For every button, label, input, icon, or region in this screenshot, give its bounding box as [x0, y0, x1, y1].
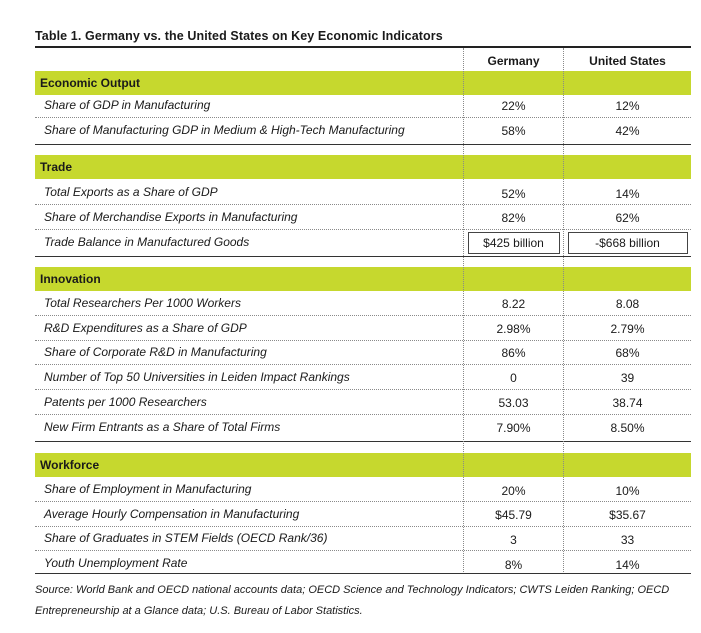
cell-germany: 82% — [501, 211, 526, 225]
cell-germany: 86% — [501, 346, 526, 360]
cell-germany: 20% — [501, 484, 526, 498]
cell-united-states: 12% — [615, 99, 640, 113]
row-divider — [35, 389, 691, 390]
column-separator — [563, 48, 564, 572]
source-note: Source: World Bank and OECD national acc… — [35, 584, 670, 617]
cell-germany: $45.79 — [495, 508, 532, 522]
cell-germany: 7.90% — [496, 421, 531, 435]
cell-germany: 2.98% — [496, 322, 531, 336]
cell-germany: 0 — [510, 371, 517, 385]
cell-united-states: 39 — [620, 371, 635, 385]
row-label: Number of Top 50 Universities in Leiden … — [44, 370, 350, 384]
row-label: R&D Expenditures as a Share of GDP — [44, 321, 247, 335]
row-divider — [35, 550, 691, 551]
column-header-united-states: United States — [589, 54, 666, 68]
cell-germany: 58% — [501, 124, 526, 138]
cell-united-states: 8.50% — [610, 421, 645, 435]
row-divider — [35, 364, 691, 365]
row-label: Average Hourly Compensation in Manufactu… — [44, 507, 300, 521]
table-title: Table 1. Germany vs. the United States o… — [35, 29, 443, 43]
cell-united-states: -$668 billion — [595, 236, 660, 250]
section-divider — [35, 441, 691, 442]
cell-united-states: $35.67 — [609, 508, 646, 522]
row-divider — [35, 414, 691, 415]
section-title: Economic Output — [40, 76, 140, 90]
row-label: Trade Balance in Manufactured Goods — [44, 235, 250, 249]
row-divider — [35, 229, 691, 230]
row-label: Share of GDP in Manufacturing — [44, 98, 211, 112]
row-label: Share of Employment in Manufacturing — [44, 482, 252, 496]
highlight-box — [568, 232, 688, 254]
cell-united-states: 68% — [615, 346, 640, 360]
row-label: Share of Corporate R&D in Manufacturing — [44, 345, 267, 359]
cell-germany: 22% — [501, 99, 526, 113]
cell-germany: 8% — [504, 558, 523, 572]
section-band-trade — [35, 155, 691, 179]
section-title: Workforce — [40, 458, 100, 472]
row-label: Patents per 1000 Researchers — [44, 395, 207, 409]
row-label: Total Researchers Per 1000 Workers — [44, 296, 241, 310]
row-divider — [35, 204, 691, 205]
cell-germany: 52% — [501, 187, 526, 201]
cell-germany: 3 — [510, 533, 517, 547]
row-divider — [35, 526, 691, 527]
cell-germany: 53.03 — [498, 396, 529, 410]
cell-united-states: 14% — [615, 187, 640, 201]
cell-germany: 8.22 — [501, 297, 526, 311]
section-title: Trade — [40, 160, 73, 174]
row-label: Share of Graduates in STEM Fields (OECD … — [44, 531, 328, 545]
section-title: Innovation — [40, 272, 101, 286]
cell-united-states: 14% — [615, 558, 640, 572]
cell-united-states: 62% — [615, 211, 640, 225]
cell-united-states: 42% — [615, 124, 640, 138]
cell-united-states: 8.08 — [615, 297, 640, 311]
row-divider — [35, 315, 691, 316]
highlight-box — [468, 232, 560, 254]
table-bottom-rule — [35, 573, 691, 574]
row-label: New Firm Entrants as a Share of Total Fi… — [44, 420, 281, 434]
section-band-economic-output — [35, 71, 691, 95]
cell-united-states: 38.74 — [612, 396, 643, 410]
section-divider — [35, 144, 691, 145]
row-label: Total Exports as a Share of GDP — [44, 185, 218, 199]
row-label: Youth Unemployment Rate — [44, 556, 188, 570]
row-divider — [35, 501, 691, 502]
title-rule — [35, 46, 691, 48]
cell-united-states: 10% — [615, 484, 640, 498]
section-divider — [35, 256, 691, 257]
row-divider — [35, 117, 691, 118]
row-label: Share of Manufacturing GDP in Medium & H… — [44, 123, 405, 137]
cell-germany: $425 billion — [483, 236, 544, 250]
section-band-innovation — [35, 267, 691, 291]
section-band-workforce — [35, 453, 691, 477]
cell-united-states: 2.79% — [610, 322, 645, 336]
row-divider — [35, 340, 691, 341]
row-label: Share of Merchandise Exports in Manufact… — [44, 210, 298, 224]
column-separator — [463, 48, 464, 572]
column-header-germany: Germany — [487, 54, 540, 68]
cell-united-states: 33 — [620, 533, 635, 547]
